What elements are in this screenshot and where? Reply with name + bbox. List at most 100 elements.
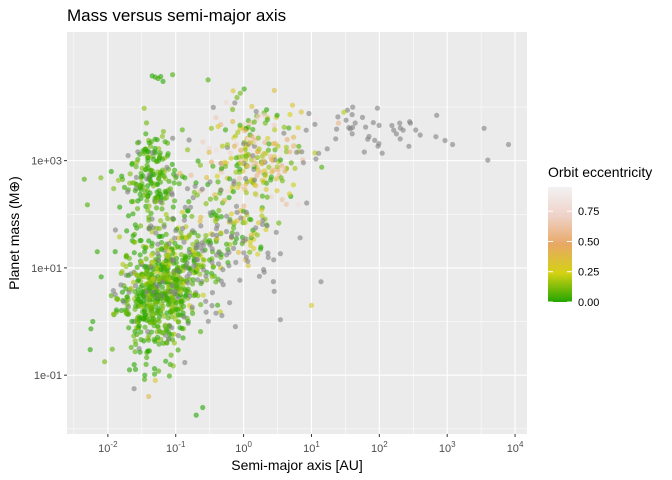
data-point: [261, 112, 267, 118]
data-point: [112, 249, 118, 255]
data-point: [190, 195, 196, 201]
data-point: [172, 198, 178, 204]
data-point: [234, 218, 240, 224]
data-point: [182, 175, 188, 181]
data-point: [163, 258, 169, 264]
data-point: [214, 232, 220, 238]
data-point: [200, 248, 206, 254]
data-point: [133, 164, 139, 170]
data-point: [197, 162, 203, 168]
data-point: [141, 105, 147, 111]
data-point: [195, 233, 201, 239]
data-point: [283, 201, 289, 207]
data-point: [213, 195, 219, 201]
data-point: [146, 303, 152, 309]
data-point: [90, 318, 96, 325]
data-point: [194, 242, 200, 248]
data-point: [203, 309, 209, 315]
data-point: [241, 250, 247, 256]
data-point: [148, 329, 155, 335]
data-point: [182, 359, 188, 366]
data-point: [222, 127, 229, 133]
data-point: [233, 236, 239, 242]
data-point: [140, 173, 146, 179]
data-point: [129, 199, 135, 205]
data-point: [143, 120, 150, 126]
data-point: [113, 296, 120, 302]
data-point: [210, 104, 216, 110]
data-point: [209, 303, 215, 309]
data-point: [129, 160, 135, 166]
data-point: [298, 109, 304, 115]
data-point: [193, 412, 199, 418]
data-point: [232, 137, 238, 143]
data-point: [259, 213, 265, 219]
data-point: [227, 176, 233, 182]
data-point: [324, 146, 330, 152]
data-point: [272, 141, 279, 147]
data-point: [312, 121, 318, 127]
data-point: [126, 367, 133, 373]
data-point: [236, 175, 243, 181]
data-point: [178, 252, 184, 258]
data-point: [413, 127, 419, 133]
data-point: [246, 216, 253, 222]
data-point: [223, 252, 230, 258]
data-point: [155, 323, 161, 329]
data-point: [132, 338, 138, 344]
data-point: [280, 165, 287, 171]
data-point: [155, 247, 161, 253]
data-point: [231, 143, 237, 149]
data-point: [182, 204, 188, 210]
data-point: [253, 108, 259, 115]
data-point: [265, 254, 271, 260]
colorbar-tick-label: 0.00: [578, 297, 599, 309]
data-point: [238, 161, 244, 167]
data-point: [169, 304, 175, 310]
data-point: [261, 168, 268, 174]
data-point: [227, 300, 233, 306]
data-point: [117, 204, 123, 210]
data-point: [109, 346, 115, 352]
data-point: [168, 352, 174, 358]
data-point: [131, 239, 137, 245]
data-point: [290, 182, 297, 188]
data-point: [237, 122, 243, 128]
data-point: [352, 120, 358, 126]
data-point: [166, 336, 172, 342]
data-point: [166, 178, 172, 184]
data-point: [346, 125, 352, 131]
data-point: [138, 187, 144, 193]
data-point: [162, 322, 168, 328]
data-point: [226, 263, 232, 269]
data-point: [249, 133, 255, 139]
data-point: [121, 299, 127, 305]
data-point: [341, 109, 347, 115]
data-point: [247, 146, 253, 152]
data-point: [179, 209, 185, 215]
colorbar-tick-label: 0.50: [578, 236, 599, 248]
data-point: [213, 279, 219, 285]
data-point: [258, 244, 264, 250]
data-point: [279, 197, 285, 203]
data-point: [350, 104, 356, 110]
data-point: [139, 289, 145, 295]
data-point: [198, 280, 204, 287]
data-point: [200, 404, 206, 411]
data-point: [361, 149, 367, 155]
data-point: [98, 175, 104, 181]
data-point: [127, 261, 133, 267]
data-point: [166, 241, 172, 247]
data-point: [243, 254, 249, 260]
data-point: [189, 213, 195, 219]
data-point: [159, 133, 165, 139]
data-point: [372, 137, 378, 143]
data-point: [505, 141, 512, 148]
data-point: [203, 201, 209, 207]
data-point: [160, 128, 166, 135]
data-point: [227, 150, 233, 156]
data-point: [158, 73, 164, 80]
data-point: [160, 279, 166, 285]
data-point: [147, 279, 153, 285]
data-point: [207, 210, 213, 216]
